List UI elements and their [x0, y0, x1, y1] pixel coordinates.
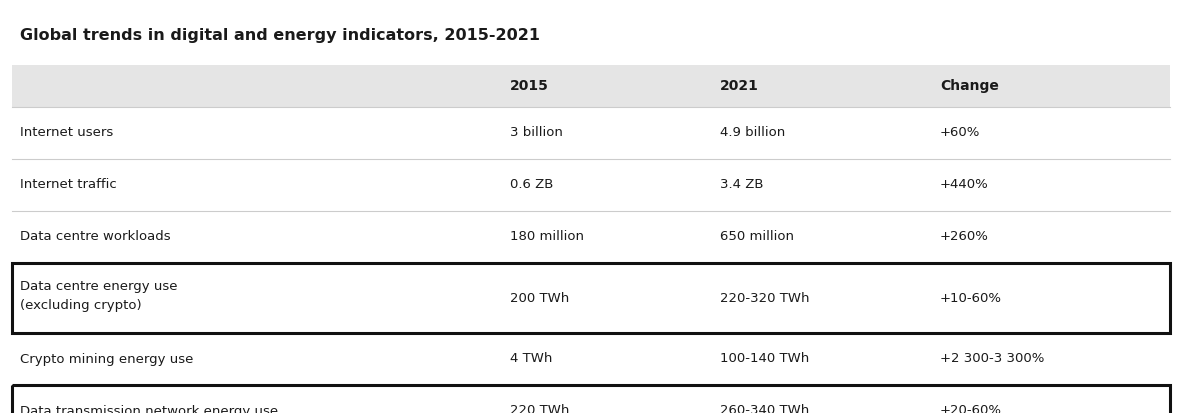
Text: 180 million: 180 million — [510, 230, 584, 244]
Bar — [12, 263, 1170, 333]
Bar — [12, 385, 1170, 413]
Bar — [12, 263, 1170, 333]
Text: 3.4 ZB: 3.4 ZB — [720, 178, 764, 192]
Text: 2015: 2015 — [510, 79, 549, 93]
Text: 0.6 ZB: 0.6 ZB — [510, 178, 554, 192]
Text: Data centre energy use
(excluding crypto): Data centre energy use (excluding crypto… — [20, 280, 177, 312]
Bar — [12, 107, 1170, 159]
Text: 4 TWh: 4 TWh — [510, 353, 552, 366]
Text: Data centre workloads: Data centre workloads — [20, 230, 171, 244]
Text: Data transmission network energy use: Data transmission network energy use — [20, 404, 278, 413]
Bar — [12, 333, 1170, 385]
Text: Internet traffic: Internet traffic — [20, 178, 116, 192]
Text: Internet users: Internet users — [20, 126, 113, 140]
Bar — [12, 385, 1170, 413]
Text: Crypto mining energy use: Crypto mining energy use — [20, 353, 194, 366]
Text: 200 TWh: 200 TWh — [510, 292, 569, 304]
Text: 220-320 TWh: 220-320 TWh — [720, 292, 809, 304]
Text: 220 TWh: 220 TWh — [510, 404, 569, 413]
Text: 100-140 TWh: 100-140 TWh — [720, 353, 809, 366]
Bar — [12, 211, 1170, 263]
Text: 3 billion: 3 billion — [510, 126, 563, 140]
Text: 2021: 2021 — [720, 79, 759, 93]
Text: +440%: +440% — [940, 178, 988, 192]
Text: +20-60%: +20-60% — [940, 404, 1001, 413]
Text: Change: Change — [940, 79, 999, 93]
Bar — [12, 159, 1170, 211]
Text: 4.9 billion: 4.9 billion — [720, 126, 785, 140]
Text: +260%: +260% — [940, 230, 988, 244]
Text: +60%: +60% — [940, 126, 980, 140]
Text: +2 300-3 300%: +2 300-3 300% — [940, 353, 1044, 366]
Bar — [12, 65, 1170, 107]
Text: 260-340 TWh: 260-340 TWh — [720, 404, 809, 413]
Text: +10-60%: +10-60% — [940, 292, 1001, 304]
Text: 650 million: 650 million — [720, 230, 794, 244]
Text: Global trends in digital and energy indicators, 2015-2021: Global trends in digital and energy indi… — [20, 28, 541, 43]
